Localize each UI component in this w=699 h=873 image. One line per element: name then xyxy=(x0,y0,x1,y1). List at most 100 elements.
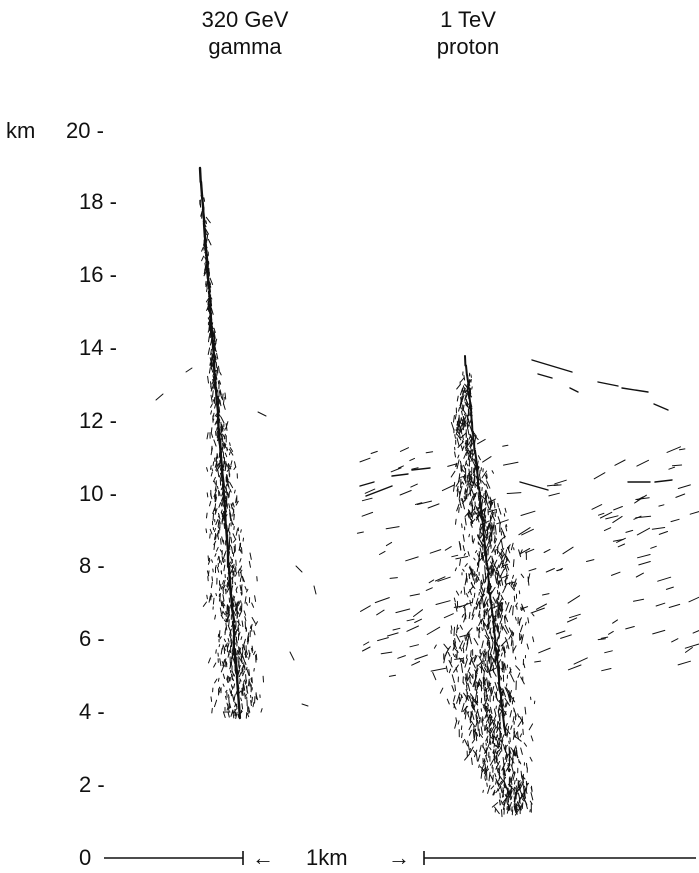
proton-track xyxy=(505,558,508,562)
gamma-track xyxy=(231,576,234,580)
proton-halo-track xyxy=(414,618,422,623)
proton-track xyxy=(463,705,468,715)
gamma-track xyxy=(244,616,247,622)
proton-track xyxy=(467,586,473,594)
gamma-track xyxy=(214,402,217,409)
proton-halo-track xyxy=(567,617,578,623)
proton-track xyxy=(516,605,518,610)
proton-track xyxy=(513,787,515,791)
proton-halo-track xyxy=(545,568,555,573)
proton-track xyxy=(520,747,523,755)
gamma-track xyxy=(254,621,258,626)
proton-halo-track xyxy=(625,529,634,533)
gamma-track xyxy=(208,595,211,603)
proton-track xyxy=(464,517,467,526)
proton-track xyxy=(471,659,476,669)
gamma-track xyxy=(210,471,213,477)
gamma-track xyxy=(219,607,222,615)
proton-halo-track xyxy=(399,490,412,496)
gamma-track xyxy=(215,361,218,369)
proton-track xyxy=(504,746,507,753)
proton-track xyxy=(432,671,437,681)
gamma-track xyxy=(225,499,228,506)
proton-halo-track xyxy=(496,519,509,525)
proton-halo-track xyxy=(502,444,509,447)
proton-track xyxy=(524,621,527,626)
gamma-track xyxy=(210,427,213,434)
proton-track xyxy=(493,708,497,717)
proton-track xyxy=(512,752,514,760)
proton-track xyxy=(459,624,463,630)
gamma-track xyxy=(219,391,223,399)
proton-halo-track xyxy=(425,587,433,591)
gamma-track xyxy=(246,712,250,718)
proton-track xyxy=(520,774,524,784)
proton-track xyxy=(511,586,515,591)
gamma-track xyxy=(200,181,203,186)
gamma-track xyxy=(244,586,247,591)
proton-track xyxy=(511,764,515,774)
proton-track xyxy=(485,651,487,661)
proton-track xyxy=(494,748,497,754)
proton-track xyxy=(523,798,528,806)
proton-halo-track xyxy=(635,572,644,578)
gamma-track xyxy=(216,389,219,395)
proton-halo-track xyxy=(603,527,612,532)
proton-track xyxy=(496,636,499,645)
proton-track xyxy=(489,630,493,640)
scale-right-arrow: → xyxy=(388,845,410,870)
proton-track xyxy=(483,669,486,673)
gamma-track xyxy=(207,347,211,355)
gamma-track xyxy=(214,699,218,708)
proton-track xyxy=(499,568,505,578)
gamma-track xyxy=(218,474,223,482)
gamma-track xyxy=(230,536,233,544)
proton-track xyxy=(450,470,456,478)
proton-track xyxy=(505,701,509,708)
proton-track xyxy=(494,622,497,628)
gamma-track xyxy=(211,433,214,438)
proton-track xyxy=(523,742,527,747)
gamma-track xyxy=(229,488,232,493)
proton-halo-track xyxy=(453,605,463,608)
proton-halo-track xyxy=(519,548,531,555)
proton-track xyxy=(503,784,506,789)
proton-track xyxy=(505,616,509,623)
gamma-track xyxy=(214,420,217,426)
proton-halo-track xyxy=(425,451,434,454)
proton-track xyxy=(490,512,496,522)
proton-track xyxy=(505,524,508,527)
proton-track xyxy=(471,738,476,744)
gamma-track xyxy=(226,617,229,623)
proton-track xyxy=(500,576,504,586)
gamma-track xyxy=(208,657,211,664)
gamma-track xyxy=(253,650,256,656)
proton-track xyxy=(495,744,499,749)
gamma-track xyxy=(227,624,231,631)
gamma-track xyxy=(234,655,237,661)
proton-track xyxy=(510,725,513,730)
gamma-track xyxy=(203,197,206,202)
proton-track xyxy=(498,508,502,515)
gamma-track xyxy=(216,566,220,573)
proton-track xyxy=(473,726,475,733)
proton-track xyxy=(454,720,458,729)
proton-halo-track xyxy=(435,600,451,605)
proton-energy-label: 1 TeV xyxy=(440,7,496,32)
proton-track xyxy=(484,667,488,673)
proton-track xyxy=(470,650,472,658)
gamma-track xyxy=(217,533,219,540)
proton-track xyxy=(510,638,513,647)
proton-track xyxy=(496,721,499,731)
gamma-track xyxy=(241,703,244,710)
proton-halo-track xyxy=(543,548,551,553)
proton-track xyxy=(492,627,495,631)
proton-track xyxy=(511,773,514,779)
proton-track xyxy=(483,623,485,631)
proton-track xyxy=(471,757,473,765)
proton-track xyxy=(497,608,500,618)
proton-track xyxy=(508,746,511,756)
gamma-track xyxy=(229,481,234,489)
gamma-track xyxy=(235,711,238,719)
proton-halo-track xyxy=(482,456,492,463)
